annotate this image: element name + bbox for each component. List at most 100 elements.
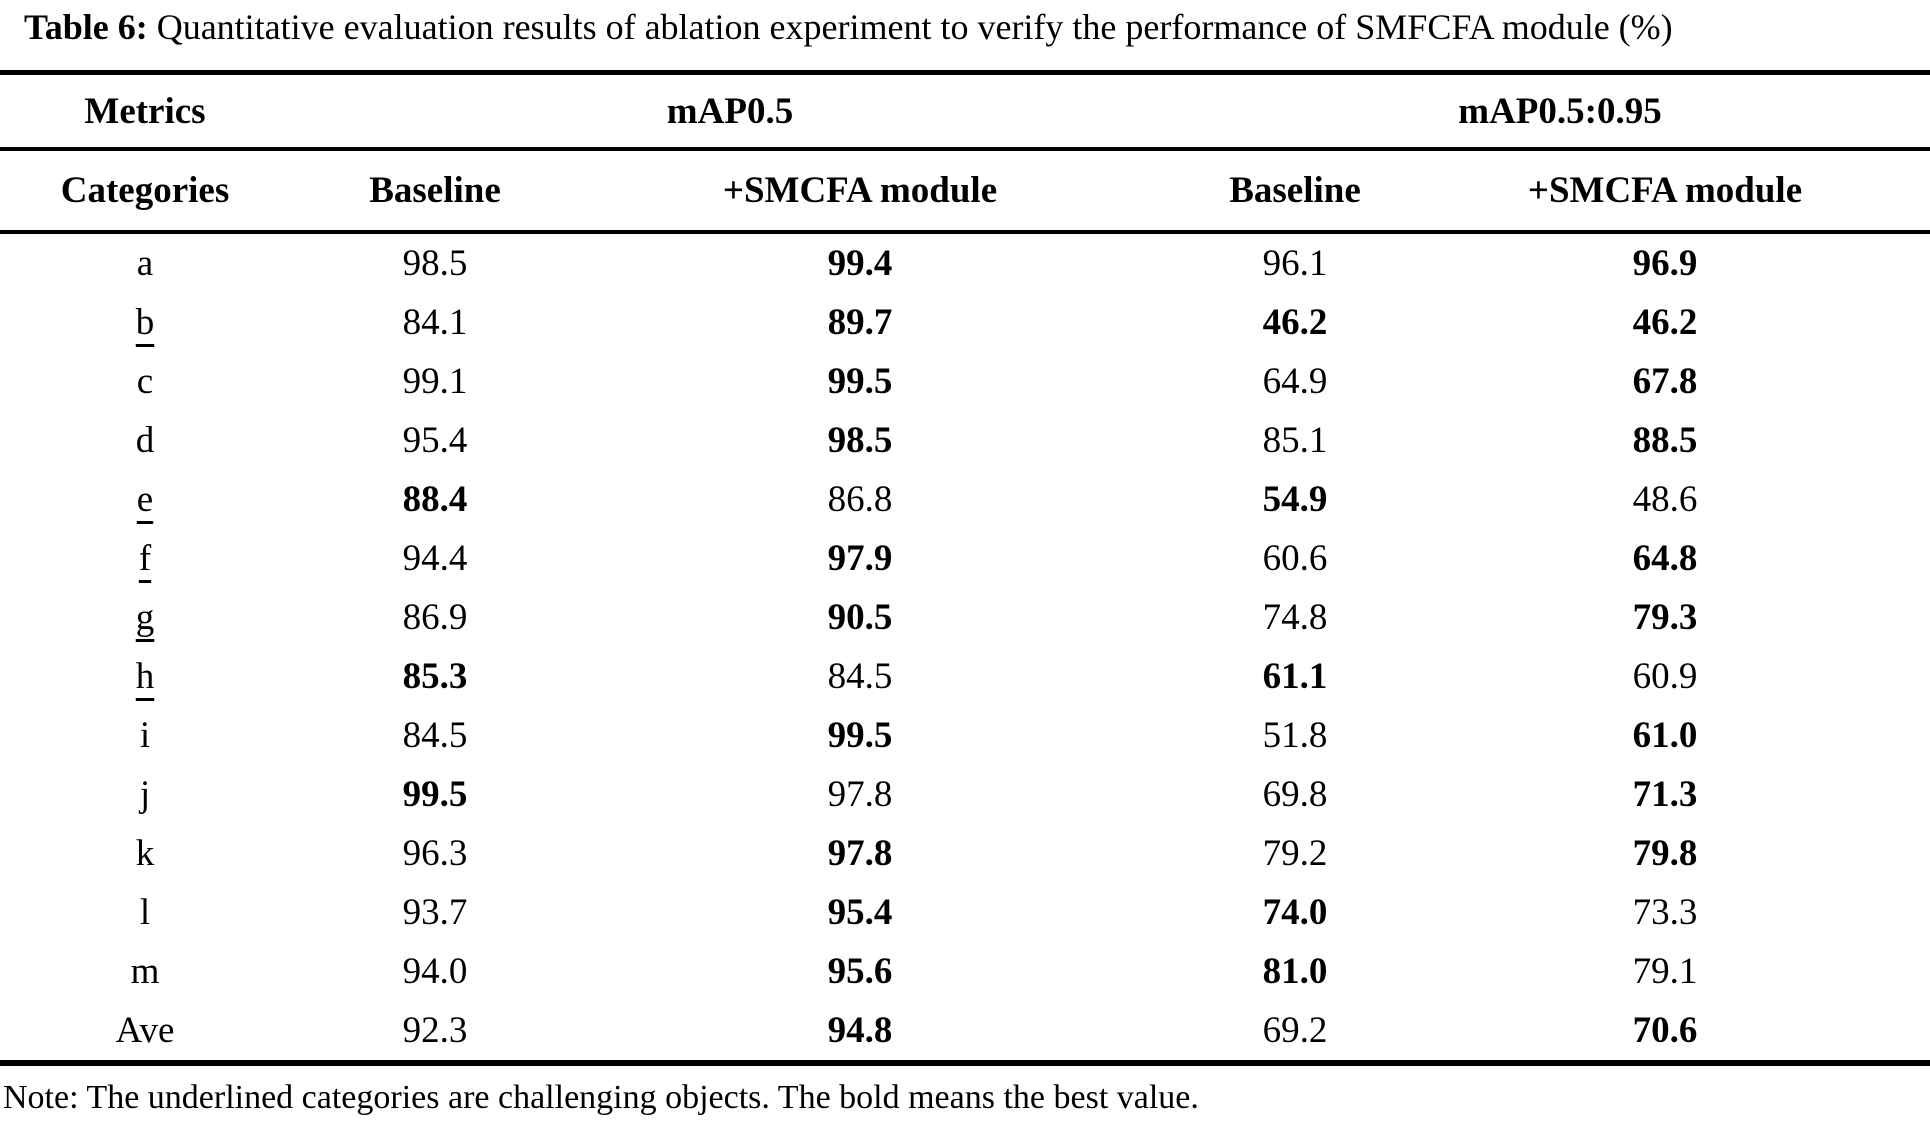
value-cell: 99.5 — [827, 715, 893, 756]
header-group-map05: mAP0.5 — [666, 90, 794, 132]
category-cell: d — [0, 411, 270, 470]
table-title: Table 6: Quantitative evaluation results … — [24, 5, 1920, 50]
header-row-metrics: Metrics mAP0.5 mAP0.5:0.95 — [0, 73, 1930, 149]
category-label: d — [135, 420, 155, 461]
category-label: f — [138, 538, 152, 579]
value-cell: 69.8 — [1262, 774, 1328, 815]
value-cell: 89.7 — [827, 302, 893, 343]
value-cell: 70.6 — [1632, 1010, 1698, 1051]
value-cell: 84.1 — [402, 302, 468, 343]
value-cell: 99.4 — [827, 243, 893, 284]
value-cell: 88.4 — [402, 479, 468, 520]
value-cell: 74.8 — [1262, 597, 1328, 638]
table-header: Metrics mAP0.5 mAP0.5:0.95 Categories Ba… — [0, 73, 1930, 232]
category-label: k — [135, 833, 155, 874]
results-table: Metrics mAP0.5 mAP0.5:0.95 Categories Ba… — [0, 70, 1930, 1066]
category-cell: h — [0, 647, 270, 706]
category-label: i — [139, 715, 151, 756]
value-cell: 79.1 — [1632, 951, 1698, 992]
header-categories: Categories — [60, 170, 230, 211]
value-cell: 92.3 — [402, 1010, 468, 1051]
value-cell: 94.0 — [402, 951, 468, 992]
value-cell: 48.6 — [1632, 479, 1698, 520]
header-baseline-map05: Baseline — [369, 170, 501, 211]
value-cell: 61.0 — [1632, 715, 1698, 756]
category-label: m — [130, 951, 160, 992]
value-cell: 85.1 — [1262, 420, 1328, 461]
category-label: l — [139, 892, 151, 933]
table-row: j 99.5 97.8 69.8 71.3 — [0, 765, 1930, 824]
table-row: f 94.4 97.9 60.6 64.8 — [0, 529, 1930, 588]
value-cell: 94.4 — [402, 538, 468, 579]
value-cell: 95.4 — [827, 892, 893, 933]
table-row: Ave 92.3 94.8 69.2 70.6 — [0, 1001, 1930, 1063]
value-cell: 95.4 — [402, 420, 468, 461]
category-label: c — [136, 361, 154, 402]
value-cell: 84.5 — [402, 715, 468, 756]
header-metrics: Metrics — [84, 90, 206, 132]
value-cell: 88.5 — [1632, 420, 1698, 461]
category-cell: l — [0, 883, 270, 942]
table-row: m 94.0 95.6 81.0 79.1 — [0, 942, 1930, 1001]
value-cell: 81.0 — [1262, 951, 1328, 992]
value-cell: 46.2 — [1632, 302, 1698, 343]
value-cell: 54.9 — [1262, 479, 1328, 520]
value-cell: 51.8 — [1262, 715, 1328, 756]
value-cell: 97.9 — [827, 538, 893, 579]
value-cell: 98.5 — [827, 420, 893, 461]
table-row: c 99.1 99.5 64.9 67.8 — [0, 352, 1930, 411]
value-cell: 64.9 — [1262, 361, 1328, 402]
value-cell: 90.5 — [827, 597, 893, 638]
table-row: l 93.7 95.4 74.0 73.3 — [0, 883, 1930, 942]
category-cell: k — [0, 824, 270, 883]
category-label: j — [139, 774, 151, 815]
table-row: b 84.1 89.7 46.2 46.2 — [0, 293, 1930, 352]
table-note: Note: The underlined categories are chal… — [3, 1079, 1199, 1116]
table-row: i 84.5 99.5 51.8 61.0 — [0, 706, 1930, 765]
value-cell: 71.3 — [1632, 774, 1698, 815]
category-cell: m — [0, 942, 270, 1001]
category-cell: g — [0, 588, 270, 647]
value-cell: 97.8 — [827, 833, 893, 874]
value-cell: 64.8 — [1632, 538, 1698, 579]
category-label: h — [135, 656, 155, 697]
value-cell: 84.5 — [827, 656, 893, 697]
category-cell: f — [0, 529, 270, 588]
table-row: e 88.4 86.8 54.9 48.6 — [0, 470, 1930, 529]
value-cell: 97.8 — [827, 774, 893, 815]
value-cell: 73.3 — [1632, 892, 1698, 933]
value-cell: 93.7 — [402, 892, 468, 933]
header-smcfa-map05-095: +SMCFA module — [1527, 170, 1803, 211]
value-cell: 98.5 — [402, 243, 468, 284]
value-cell: 60.6 — [1262, 538, 1328, 579]
value-cell: 99.5 — [402, 774, 468, 815]
value-cell: 79.8 — [1632, 833, 1698, 874]
value-cell: 94.8 — [827, 1010, 893, 1051]
table-title-caption: Quantitative evaluation results of ablat… — [156, 7, 1673, 47]
category-cell: b — [0, 293, 270, 352]
value-cell: 79.2 — [1262, 833, 1328, 874]
value-cell: 61.1 — [1262, 656, 1328, 697]
category-cell: Ave — [0, 1001, 270, 1063]
category-cell: c — [0, 352, 270, 411]
value-cell: 60.9 — [1632, 656, 1698, 697]
table-row: k 96.3 97.8 79.2 79.8 — [0, 824, 1930, 883]
value-cell: 95.6 — [827, 951, 893, 992]
category-cell: i — [0, 706, 270, 765]
table-row: h 85.3 84.5 61.1 60.9 — [0, 647, 1930, 706]
value-cell: 99.1 — [402, 361, 468, 402]
header-row-columns: Categories Baseline +SMCFA module Baseli… — [0, 149, 1930, 232]
header-group-map05-095: mAP0.5:0.95 — [1458, 90, 1662, 132]
value-cell: 79.3 — [1632, 597, 1698, 638]
value-cell: 74.0 — [1262, 892, 1328, 933]
value-cell: 46.2 — [1262, 302, 1328, 343]
value-cell: 69.2 — [1262, 1010, 1328, 1051]
value-cell: 99.5 — [827, 361, 893, 402]
category-cell: j — [0, 765, 270, 824]
category-cell: e — [0, 470, 270, 529]
category-label: Ave — [115, 1010, 175, 1051]
value-cell: 96.3 — [402, 833, 468, 874]
table-title-label: Table 6: — [24, 7, 148, 47]
value-cell: 86.8 — [827, 479, 893, 520]
